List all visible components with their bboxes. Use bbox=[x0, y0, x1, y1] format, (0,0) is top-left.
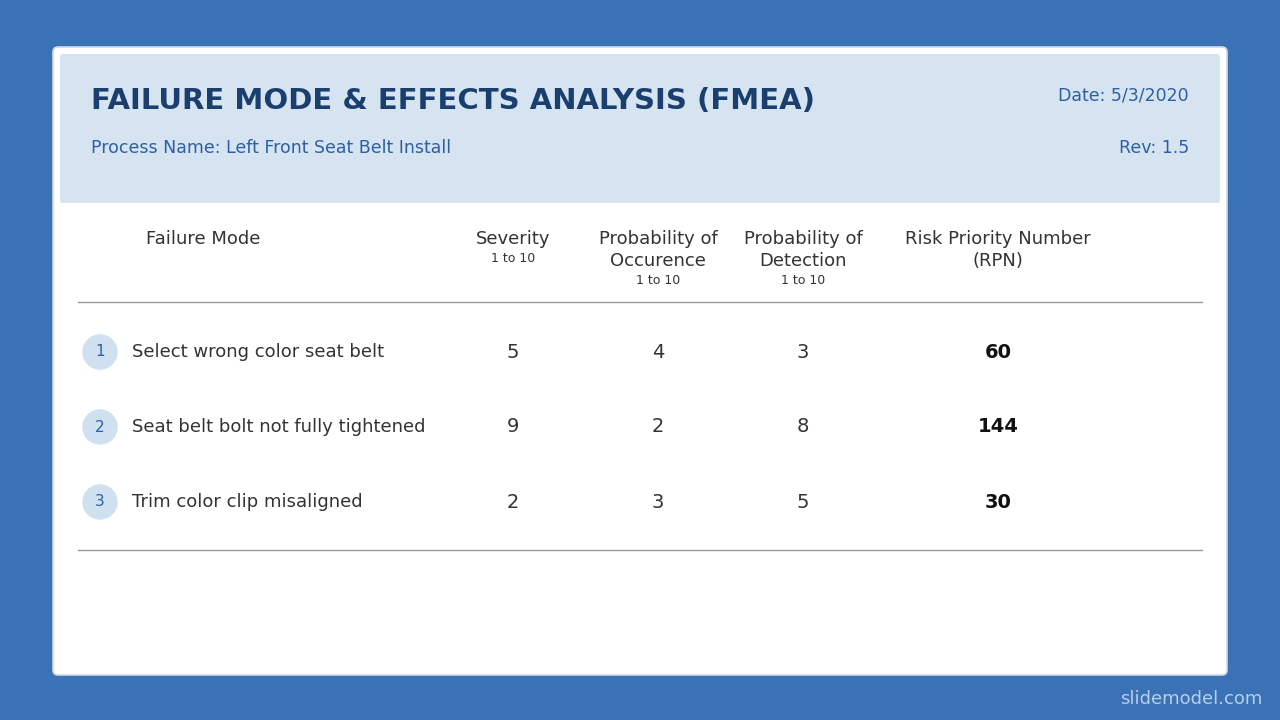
Text: 5: 5 bbox=[796, 492, 809, 511]
Text: Trim color clip misaligned: Trim color clip misaligned bbox=[132, 493, 362, 511]
Text: 1 to 10: 1 to 10 bbox=[636, 274, 680, 287]
Text: 2: 2 bbox=[507, 492, 520, 511]
Text: Detection: Detection bbox=[759, 252, 847, 270]
Text: 144: 144 bbox=[978, 418, 1019, 436]
Text: 60: 60 bbox=[984, 343, 1011, 361]
Circle shape bbox=[83, 410, 116, 444]
Text: slidemodel.com: slidemodel.com bbox=[1120, 690, 1262, 708]
Text: Occurence: Occurence bbox=[611, 252, 707, 270]
Text: Failure Mode: Failure Mode bbox=[146, 230, 260, 248]
Text: Severity: Severity bbox=[476, 230, 550, 248]
Text: Date: 5/3/2020: Date: 5/3/2020 bbox=[1059, 87, 1189, 105]
Circle shape bbox=[83, 485, 116, 519]
Text: Process Name: Left Front Seat Belt Install: Process Name: Left Front Seat Belt Insta… bbox=[91, 139, 451, 157]
Text: 9: 9 bbox=[507, 418, 520, 436]
Text: 8: 8 bbox=[797, 418, 809, 436]
Text: 1 to 10: 1 to 10 bbox=[490, 252, 535, 265]
Text: Probability of: Probability of bbox=[744, 230, 863, 248]
Text: Probability of: Probability of bbox=[599, 230, 717, 248]
Text: 4: 4 bbox=[652, 343, 664, 361]
Text: 1 to 10: 1 to 10 bbox=[781, 274, 826, 287]
FancyBboxPatch shape bbox=[52, 47, 1228, 675]
Circle shape bbox=[83, 335, 116, 369]
Text: 30: 30 bbox=[984, 492, 1011, 511]
Text: 3: 3 bbox=[797, 343, 809, 361]
Text: 2: 2 bbox=[95, 420, 105, 434]
Text: Rev: 1.5: Rev: 1.5 bbox=[1119, 139, 1189, 157]
Text: Select wrong color seat belt: Select wrong color seat belt bbox=[132, 343, 384, 361]
Text: 3: 3 bbox=[652, 492, 664, 511]
Text: FAILURE MODE & EFFECTS ANALYSIS (FMEA): FAILURE MODE & EFFECTS ANALYSIS (FMEA) bbox=[91, 87, 815, 115]
FancyBboxPatch shape bbox=[60, 54, 1220, 203]
Text: 5: 5 bbox=[507, 343, 520, 361]
Text: (RPN): (RPN) bbox=[973, 252, 1024, 270]
Text: Seat belt bolt not fully tightened: Seat belt bolt not fully tightened bbox=[132, 418, 425, 436]
Text: 3: 3 bbox=[95, 495, 105, 510]
Text: 1: 1 bbox=[95, 344, 105, 359]
Text: 2: 2 bbox=[652, 418, 664, 436]
Text: Risk Priority Number: Risk Priority Number bbox=[905, 230, 1091, 248]
